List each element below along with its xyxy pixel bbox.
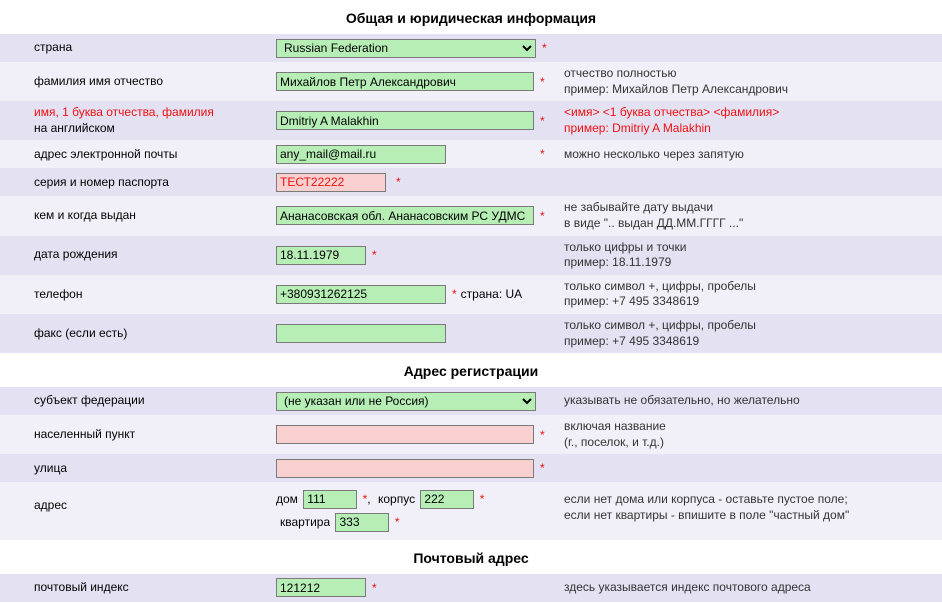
required-mark: * — [395, 515, 400, 529]
required-mark: * — [540, 114, 545, 128]
row-email: адрес электронной почты * можно нескольк… — [0, 140, 942, 168]
section-title-postal: Почтовый адрес — [0, 540, 942, 574]
input-passport-num[interactable] — [276, 173, 386, 192]
input-passport-issued[interactable] — [276, 206, 534, 225]
input-zip[interactable] — [276, 578, 366, 597]
row-passport-issued: кем и когда выдан * не забывайте дату вы… — [0, 196, 942, 235]
input-house[interactable] — [303, 490, 357, 509]
row-country: страна Russian Federation * — [0, 34, 942, 62]
hint-zip: здесь указывается индекс почтового адрес… — [556, 580, 936, 596]
label-passport-num: серия и номер паспорта — [34, 175, 276, 191]
row-zip: почтовый индекс * здесь указывается инде… — [0, 574, 942, 602]
label-flat: квартира — [280, 515, 330, 529]
section-title-reg: Адрес регистрации — [0, 353, 942, 387]
row-fio: фамилия имя отчество * отчество полность… — [0, 62, 942, 101]
required-mark: * — [540, 75, 545, 89]
input-dob[interactable] — [276, 246, 366, 265]
select-region[interactable]: (не указан или не Россия) — [276, 392, 536, 411]
hint-fio: отчество полностьюпример: Михайлов Петр … — [556, 66, 936, 97]
input-name-en[interactable] — [276, 111, 534, 130]
row-dob: дата рождения * только цифры и точкиприм… — [0, 236, 942, 275]
row-phone: телефон * страна: UA только символ +, ци… — [0, 275, 942, 314]
hint-passport-issued: не забывайте дату выдачив виде ".. выдан… — [556, 200, 936, 231]
label-city: населенный пункт — [34, 427, 276, 443]
label-address: адрес — [34, 488, 276, 514]
row-name-en: имя, 1 буква отчества, фамилияна английс… — [0, 101, 942, 140]
label-name-en: имя, 1 буква отчества, фамилияна английс… — [34, 105, 276, 136]
label-korpus: корпус — [378, 492, 415, 506]
row-city: населенный пункт * включая название(г., … — [0, 415, 942, 454]
label-zip: почтовый индекс — [34, 580, 276, 596]
hint-phone: только символ +, цифры, пробелыпример: +… — [556, 279, 936, 310]
label-phone: телефон — [34, 287, 276, 303]
row-fax: факс (если есть) только символ +, цифры,… — [0, 314, 942, 353]
row-street: улица * — [0, 454, 942, 482]
hint-name-en: <имя> <1 буква отчества> <фамилия>пример… — [556, 105, 936, 136]
section-title-general: Общая и юридическая информация — [0, 0, 942, 34]
input-street[interactable] — [276, 459, 534, 478]
hint-city: включая название(г., поселок, и т.д.) — [556, 419, 936, 450]
hint-dob: только цифры и точкипример: 18.11.1979 — [556, 240, 936, 271]
row-address: адрес дом *, корпус * квартира * если не… — [0, 482, 942, 540]
input-fio[interactable] — [276, 72, 534, 91]
required-mark: * — [540, 428, 545, 442]
label-fio: фамилия имя отчество — [34, 74, 276, 90]
row-region: субъект федерации (не указан или не Росс… — [0, 387, 942, 415]
label-street: улица — [34, 461, 276, 477]
required-mark: * — [540, 147, 545, 161]
input-fax[interactable] — [276, 324, 446, 343]
input-email[interactable] — [276, 145, 446, 164]
required-mark: * — [372, 581, 377, 595]
required-mark: * — [396, 175, 401, 189]
label-region: субъект федерации — [34, 393, 276, 409]
input-flat[interactable] — [335, 513, 389, 532]
required-mark: * — [540, 209, 545, 223]
required-mark: * — [452, 287, 457, 301]
label-country: страна — [34, 40, 276, 56]
hint-address: если нет дома или корпуса - оставьте пус… — [556, 488, 936, 523]
required-mark: * — [542, 41, 547, 55]
label-house: дом — [276, 492, 298, 506]
hint-email: можно несколько через запятую — [556, 147, 936, 163]
hint-region: указывать не обязательно, но желательно — [556, 393, 936, 409]
required-mark: * — [363, 492, 368, 506]
required-mark: * — [540, 461, 545, 475]
input-city[interactable] — [276, 425, 534, 444]
required-mark: * — [480, 492, 485, 506]
input-korpus[interactable] — [420, 490, 474, 509]
label-passport-issued: кем и когда выдан — [34, 208, 276, 224]
phone-country-suffix: страна: UA — [461, 287, 522, 301]
label-dob: дата рождения — [34, 247, 276, 263]
input-phone[interactable] — [276, 285, 446, 304]
label-email: адрес электронной почты — [34, 147, 276, 163]
select-country[interactable]: Russian Federation — [276, 39, 536, 58]
hint-fax: только символ +, цифры, пробелыпример: +… — [556, 318, 936, 349]
label-fax: факс (если есть) — [34, 326, 276, 342]
row-passport-num: серия и номер паспорта * — [0, 168, 942, 196]
required-mark: * — [372, 248, 377, 262]
